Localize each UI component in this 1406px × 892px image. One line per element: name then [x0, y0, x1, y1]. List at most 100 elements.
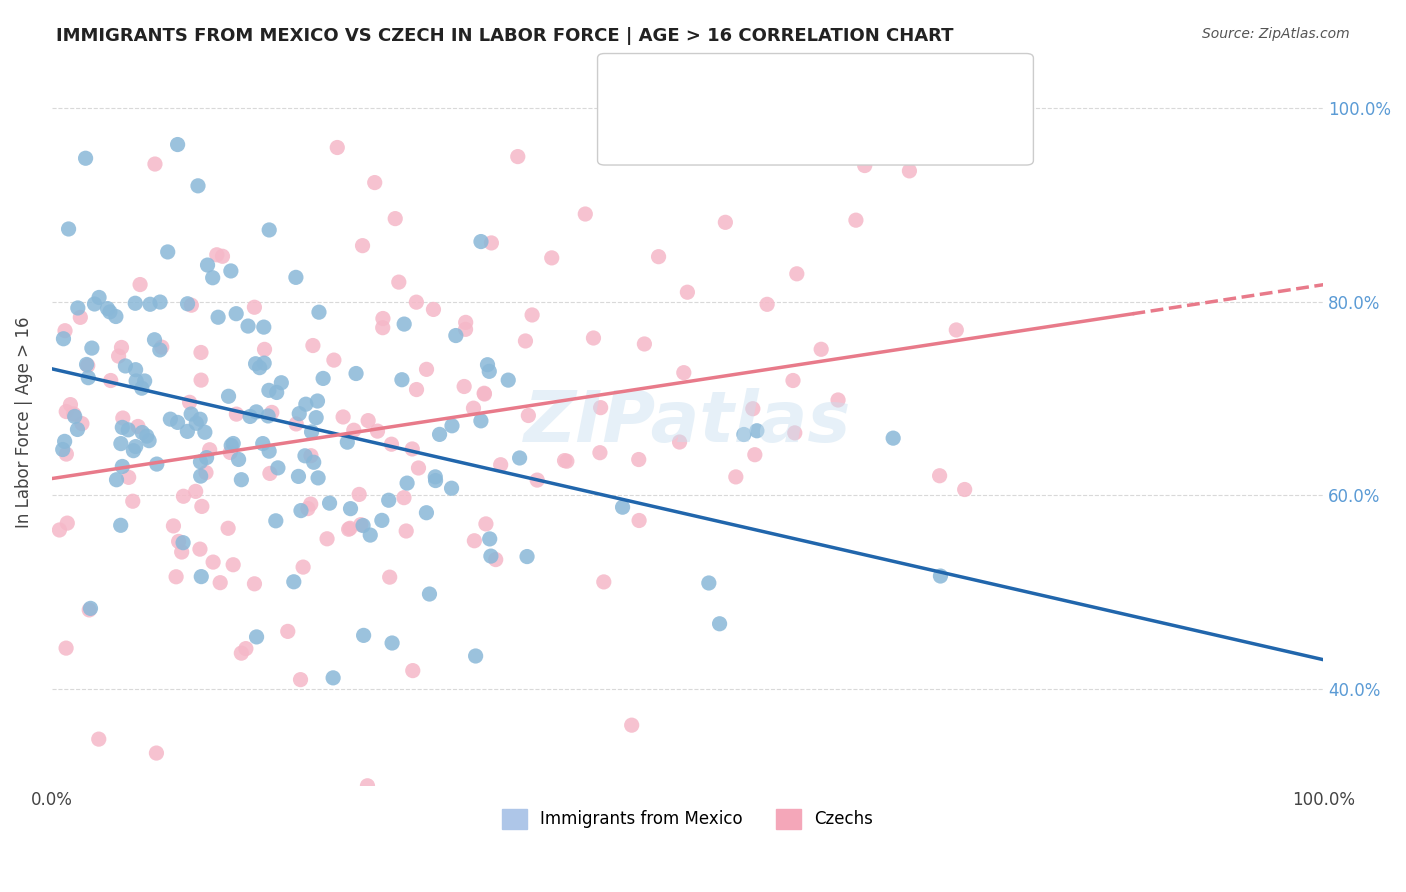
Czechs: [589, 401, 612, 415]
Immigrants from Mexico: [83, 297, 105, 311]
Immigrants from Mexico: [125, 440, 148, 454]
Czechs: [422, 302, 444, 317]
Immigrants from Mexico: [322, 671, 344, 685]
Czechs: [714, 215, 737, 229]
Immigrants from Mexico: [166, 137, 188, 152]
Czechs: [211, 249, 233, 263]
Czechs: [520, 308, 543, 322]
Czechs: [170, 545, 193, 559]
Immigrants from Mexico: [207, 310, 229, 325]
Immigrants from Mexico: [197, 258, 219, 272]
Czechs: [582, 331, 605, 345]
Czechs: [121, 494, 143, 508]
Czechs: [285, 417, 308, 431]
Text: R =   0.174   N = 138: R = 0.174 N = 138: [661, 123, 839, 141]
Czechs: [316, 532, 339, 546]
Immigrants from Mexico: [172, 535, 194, 549]
Czechs: [165, 570, 187, 584]
Immigrants from Mexico: [219, 438, 242, 452]
Czechs: [190, 373, 212, 387]
Czechs: [526, 473, 548, 487]
Czechs: [162, 519, 184, 533]
Czechs: [489, 458, 512, 472]
Immigrants from Mexico: [166, 416, 188, 430]
Czechs: [380, 437, 402, 451]
Immigrants from Mexico: [76, 358, 98, 372]
Immigrants from Mexico: [117, 423, 139, 437]
Czechs: [69, 310, 91, 325]
Czechs: [371, 320, 394, 334]
Czechs: [205, 248, 228, 262]
Immigrants from Mexico: [470, 414, 492, 428]
Immigrants from Mexico: [188, 412, 211, 426]
Czechs: [627, 452, 650, 467]
Immigrants from Mexico: [359, 528, 381, 542]
Czechs: [744, 448, 766, 462]
Immigrants from Mexico: [218, 389, 240, 403]
Immigrants from Mexico: [377, 493, 399, 508]
Czechs: [554, 453, 576, 467]
Immigrants from Mexico: [312, 371, 335, 385]
Immigrants from Mexico: [270, 376, 292, 390]
Czechs: [845, 213, 868, 227]
Czechs: [453, 379, 475, 393]
Czechs: [87, 732, 110, 747]
Czechs: [55, 447, 77, 461]
Czechs: [299, 497, 322, 511]
Immigrants from Mexico: [440, 481, 463, 495]
Immigrants from Mexico: [225, 307, 247, 321]
Immigrants from Mexico: [284, 270, 307, 285]
Czechs: [332, 409, 354, 424]
Czechs: [350, 517, 373, 532]
Czechs: [672, 366, 695, 380]
Czechs: [172, 489, 194, 503]
Immigrants from Mexico: [418, 587, 440, 601]
Czechs: [235, 641, 257, 656]
Czechs: [48, 523, 70, 537]
Czechs: [253, 343, 276, 357]
Immigrants from Mexico: [75, 151, 97, 165]
Immigrants from Mexico: [77, 370, 100, 384]
Immigrants from Mexico: [391, 373, 413, 387]
Immigrants from Mexico: [186, 417, 208, 431]
Czechs: [540, 251, 562, 265]
Immigrants from Mexico: [58, 222, 80, 236]
Czechs: [352, 238, 374, 252]
Czechs: [474, 387, 496, 401]
Immigrants from Mexico: [745, 424, 768, 438]
Immigrants from Mexico: [180, 407, 202, 421]
Immigrants from Mexico: [53, 434, 76, 449]
Czechs: [259, 467, 281, 481]
Czechs: [179, 395, 201, 409]
Text: ZIPatlas: ZIPatlas: [524, 388, 851, 458]
Immigrants from Mexico: [264, 514, 287, 528]
Immigrants from Mexico: [267, 461, 290, 475]
Immigrants from Mexico: [80, 341, 103, 355]
Immigrants from Mexico: [176, 425, 198, 439]
Czechs: [364, 176, 387, 190]
Immigrants from Mexico: [318, 496, 340, 510]
Immigrants from Mexico: [252, 436, 274, 450]
Immigrants from Mexico: [96, 301, 118, 316]
Immigrants from Mexico: [149, 343, 172, 357]
Czechs: [827, 392, 849, 407]
Czechs: [853, 159, 876, 173]
Immigrants from Mexico: [425, 470, 447, 484]
Czechs: [299, 449, 322, 463]
Immigrants from Mexico: [302, 455, 325, 469]
Immigrants from Mexico: [111, 420, 134, 434]
Immigrants from Mexico: [257, 384, 280, 398]
Czechs: [724, 470, 747, 484]
Immigrants from Mexico: [392, 317, 415, 331]
Immigrants from Mexico: [344, 367, 367, 381]
Czechs: [741, 401, 763, 416]
Czechs: [202, 555, 225, 569]
Czechs: [463, 533, 485, 548]
Czechs: [231, 646, 253, 660]
Immigrants from Mexico: [336, 435, 359, 450]
Immigrants from Mexico: [352, 518, 374, 533]
Czechs: [59, 398, 82, 412]
Czechs: [55, 404, 77, 418]
Immigrants from Mexico: [339, 501, 361, 516]
Czechs: [70, 417, 93, 431]
